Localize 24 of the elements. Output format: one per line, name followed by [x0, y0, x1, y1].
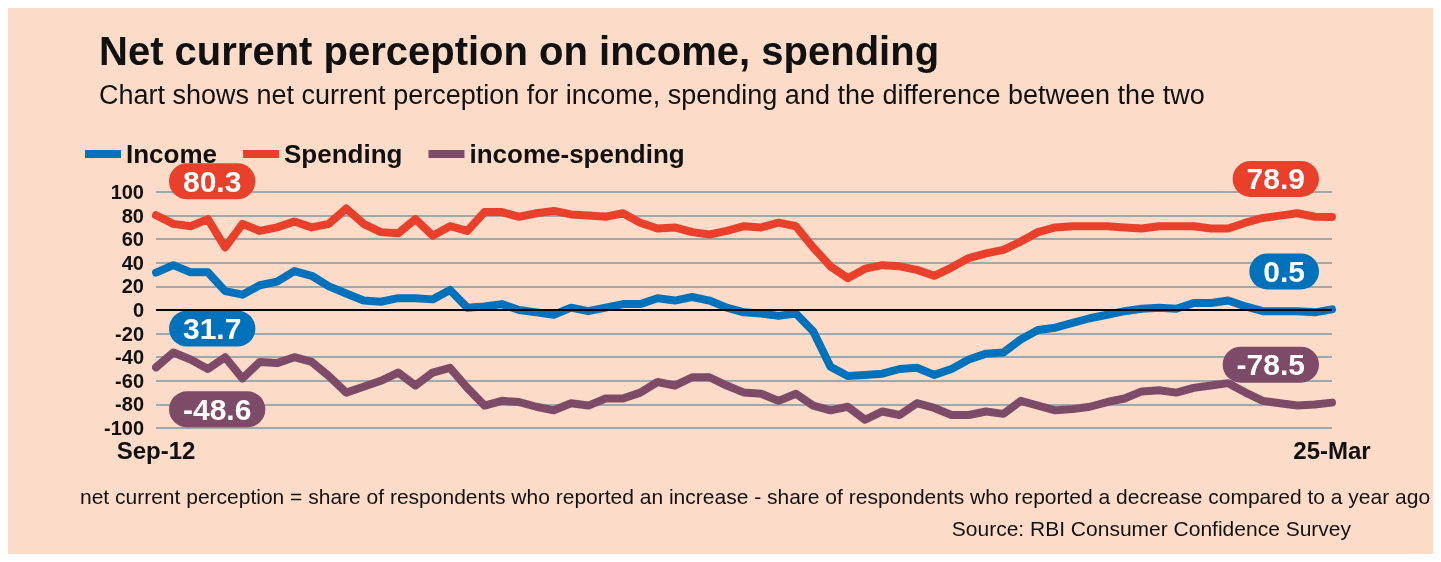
data-label: 0.5 — [1263, 254, 1305, 288]
data-label: -48.6 — [183, 392, 252, 426]
y-tick-label: 60 — [121, 228, 144, 251]
x-tick-label: 25-Mar — [1293, 436, 1371, 464]
y-tick-label: 100 — [110, 181, 144, 203]
y-tick-label: 80 — [121, 204, 144, 227]
legend-label: Spending — [284, 139, 403, 169]
data-label: 31.7 — [183, 312, 242, 346]
x-tick-label: Sep-12 — [116, 436, 196, 464]
y-tick-label: 20 — [121, 275, 144, 298]
y-tick-label: 40 — [121, 251, 144, 274]
chart-title: Net current perception on income, spending — [99, 29, 940, 73]
y-tick-label: 0 — [132, 299, 144, 321]
y-tick-label: -60 — [115, 369, 144, 392]
legend-label: income-spending — [469, 139, 685, 169]
y-tick-label: -20 — [115, 322, 144, 345]
y-tick-label: -80 — [115, 393, 144, 416]
y-tick-label: -40 — [115, 346, 144, 369]
data-label: 78.9 — [1246, 162, 1305, 196]
text: net current perception = share of respondents who reported an increase - share of respondents who reported a decrease compared to a year ago — [80, 485, 1431, 508]
y-tick-label: -100 — [103, 417, 144, 439]
data-label: -78.5 — [1236, 348, 1305, 382]
chart-subtitle: Chart shows net current perception for income, spending and the difference between the two — [99, 79, 1205, 110]
source-note: Source: RBI Consumer Confidence Survey — [951, 517, 1352, 540]
